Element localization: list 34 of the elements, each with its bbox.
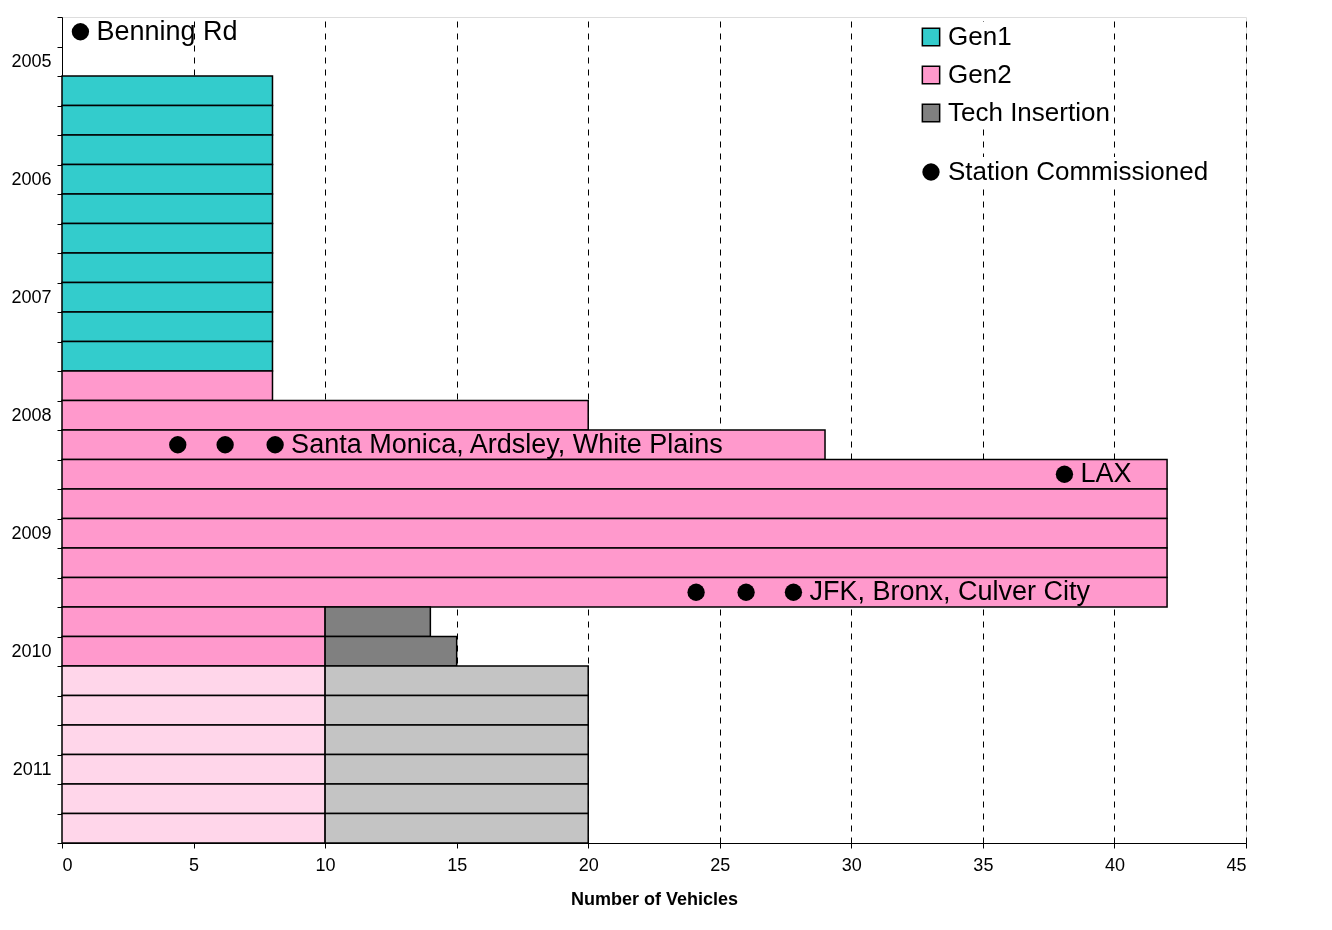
- point: [1055, 465, 1074, 483]
- legend-label: Tech Insertion: [948, 97, 1110, 127]
- x-tick-label: 0: [62, 854, 73, 875]
- legend-label: Gen2: [948, 59, 1012, 89]
- x-tick-label: 35: [973, 854, 994, 875]
- data-label: LAX: [1080, 458, 1132, 489]
- point: [216, 436, 234, 454]
- x-tick-label: 5: [189, 854, 200, 875]
- x-tick-label: 30: [841, 854, 862, 875]
- legend-label: Gen1: [948, 21, 1012, 51]
- point: [71, 23, 90, 41]
- x-axis-title: Number of Vehicles: [570, 888, 739, 909]
- point: [687, 583, 705, 601]
- x-tick-label: 20: [578, 854, 599, 875]
- point: [737, 583, 755, 601]
- data-label: Santa Monica, Ardsley, White Plains: [291, 428, 723, 459]
- point: [266, 436, 284, 454]
- data-label: JFK, Bronx, Culver City: [809, 576, 1091, 607]
- y-tick-label: 2009: [11, 522, 52, 543]
- x-tick-label: 45: [1226, 854, 1247, 875]
- x-tick-label: 10: [315, 854, 336, 875]
- y-tick-label: 2005: [11, 50, 52, 71]
- y-tick-label: 2008: [11, 404, 52, 425]
- x-tick-label: 25: [710, 854, 731, 875]
- data-label: Benning Rd: [96, 15, 238, 46]
- y-tick-label: 2011: [12, 758, 52, 779]
- x-tick-label: 40: [1104, 854, 1125, 875]
- point: [784, 583, 803, 601]
- point: [169, 436, 187, 454]
- legend-label: Station Commissioned: [948, 156, 1209, 186]
- y-tick-label: 2007: [11, 286, 52, 307]
- y-tick-label: 2010: [11, 640, 52, 661]
- x-tick-label: 15: [447, 854, 468, 875]
- y-tick-label: 2006: [11, 168, 52, 189]
